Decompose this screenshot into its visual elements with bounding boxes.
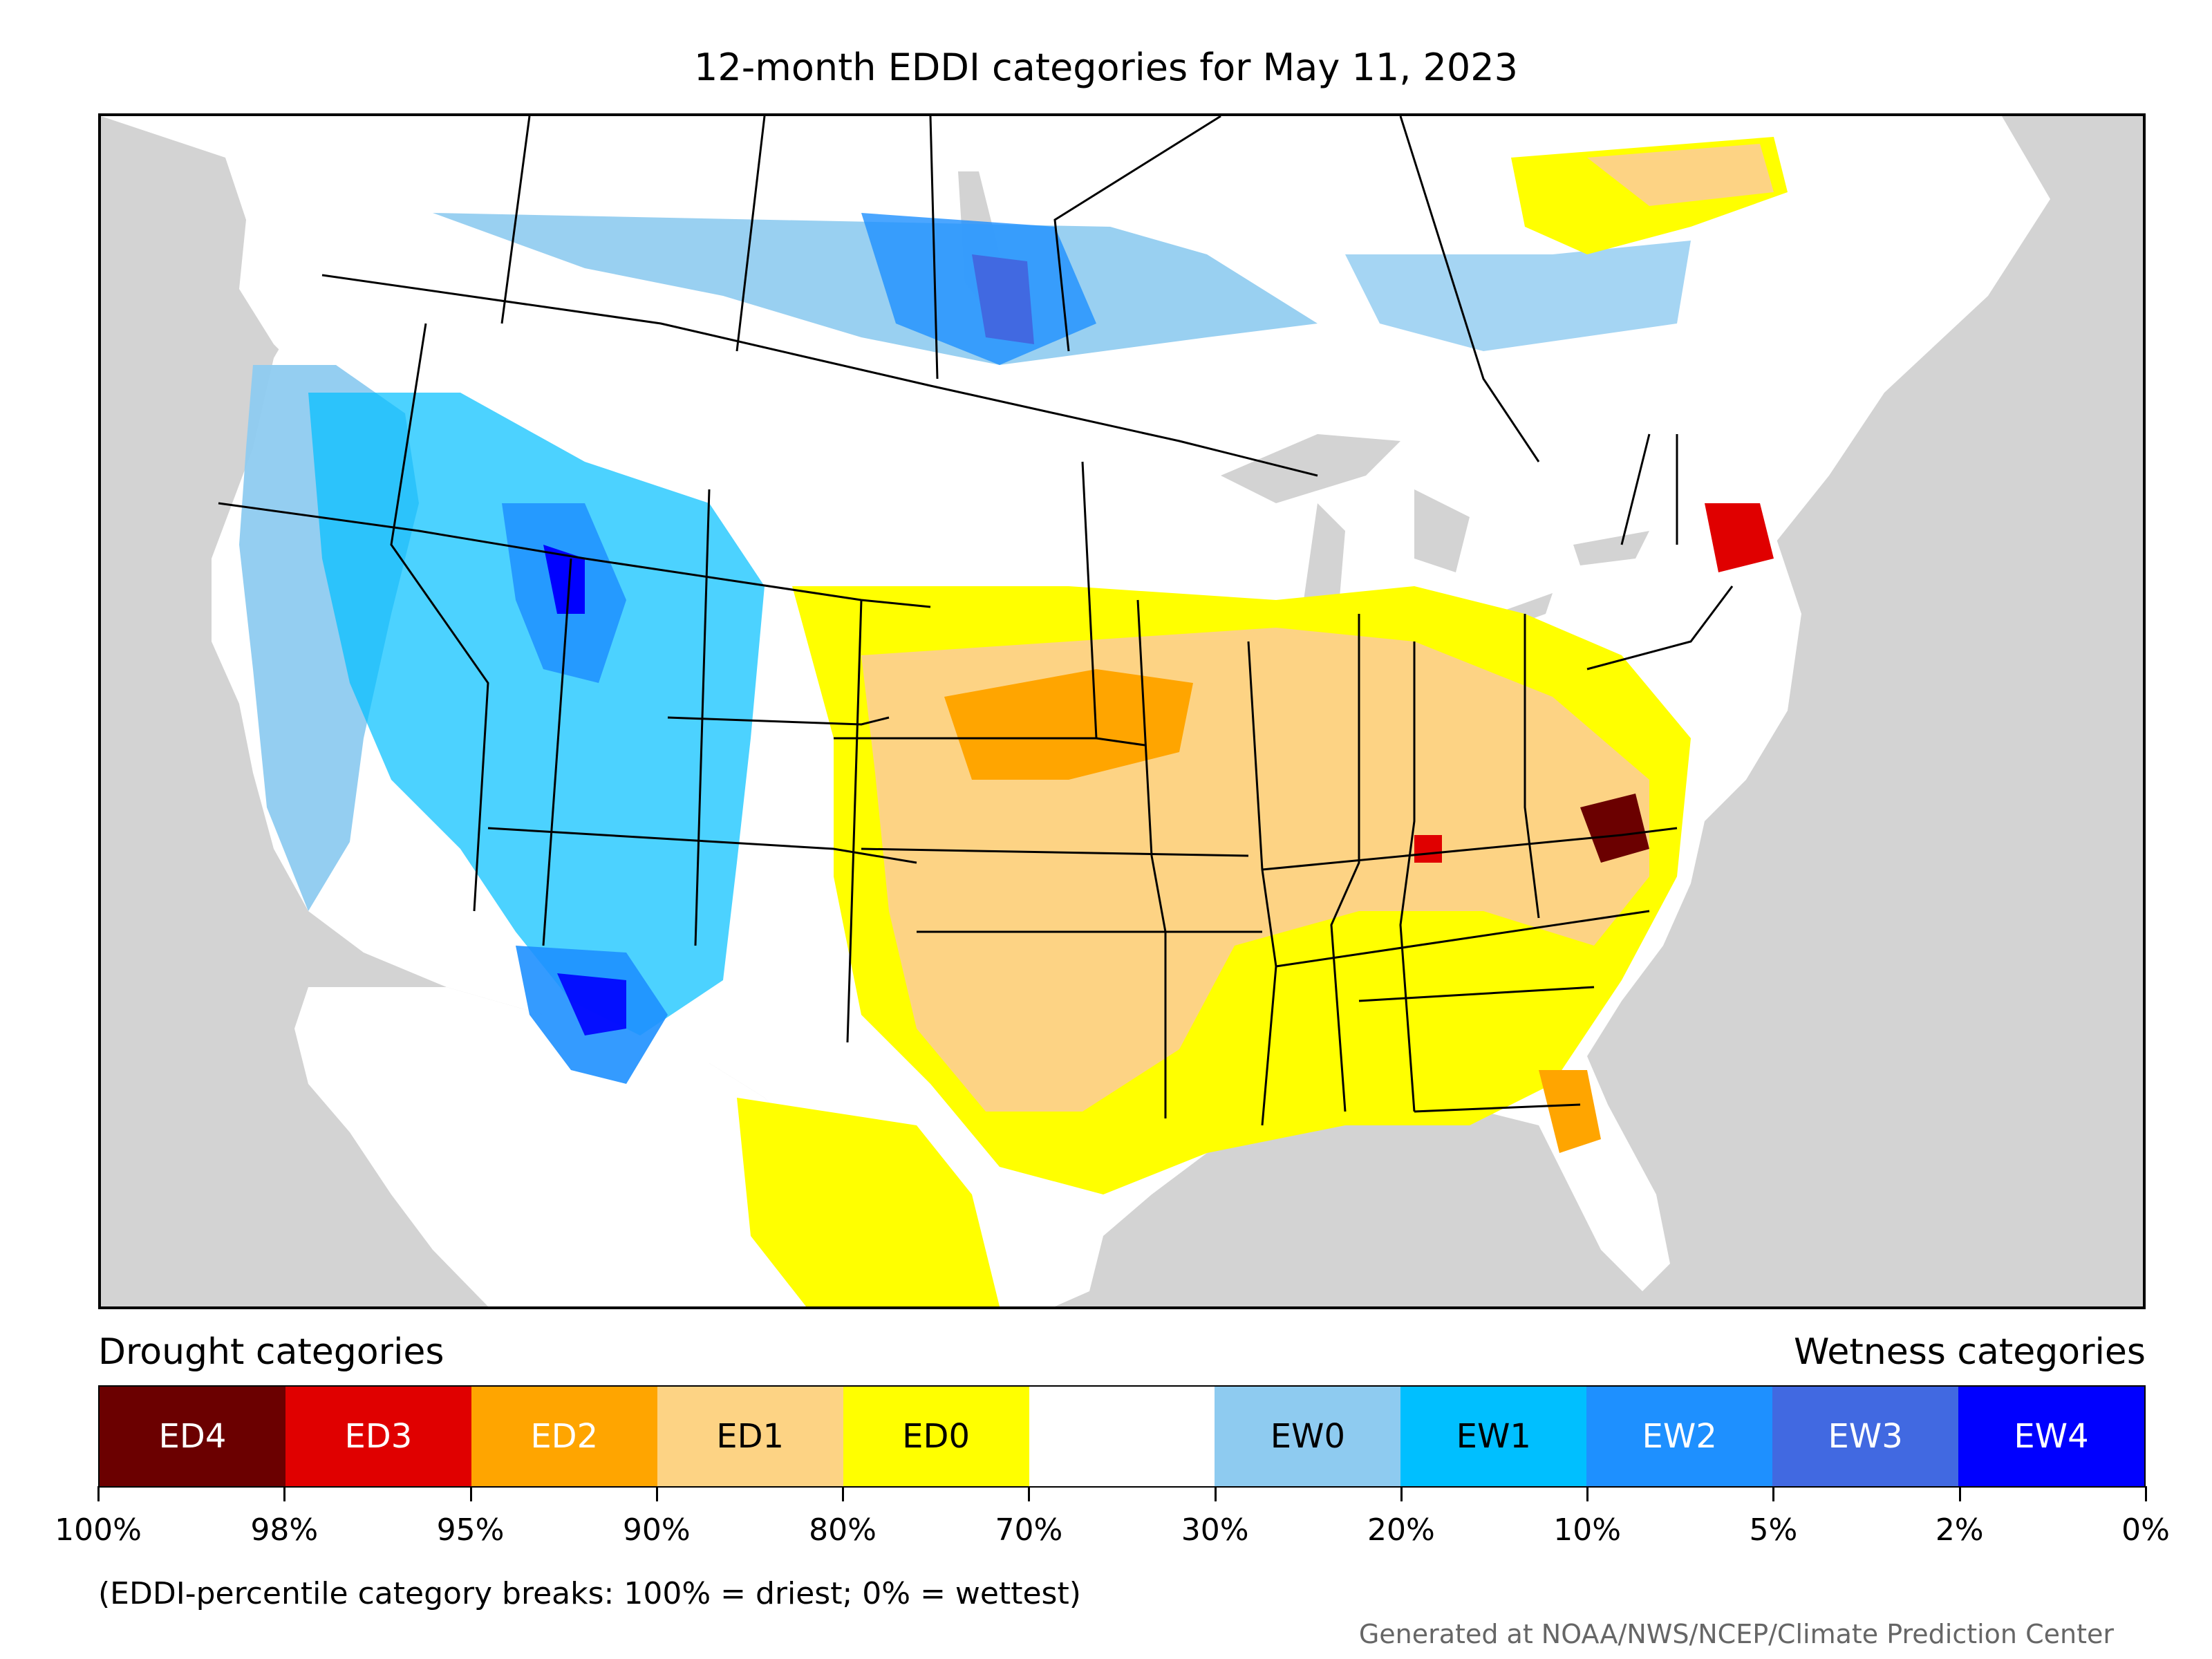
ew1-great-basin	[308, 393, 765, 1035]
legend-swatch-ew0: EW0	[1215, 1387, 1401, 1486]
legend-tick-label: 100%	[55, 1512, 142, 1548]
lake-ontario	[1573, 531, 1649, 565]
legend-tick	[283, 1486, 286, 1501]
legend-tick	[655, 1486, 658, 1501]
ed4-virginia	[1580, 794, 1649, 863]
wetness-categories-label: Wetness categories	[1794, 1331, 2146, 1373]
lake-superior	[1221, 434, 1400, 503]
legend-swatch-ed4: ED4	[100, 1387, 285, 1486]
ed0-mexico	[737, 1098, 1000, 1306]
legend-tick	[469, 1486, 472, 1501]
legend-swatch-ed0: ED0	[843, 1387, 1029, 1486]
legend-tick-label: 95%	[436, 1512, 505, 1548]
ed1-quebec	[1587, 144, 1774, 206]
map-title: 12-month EDDI categories for May 11, 202…	[694, 46, 1518, 89]
legend-tick-labels: 100% 98% 95% 90% 80% 70% 30% 20% 10% 5% 2% 0%	[55, 1512, 2170, 1554]
ew4-oregon	[543, 545, 585, 614]
legend-swatch-ew3: EW3	[1772, 1387, 1959, 1486]
ew0-canada-prairies	[433, 213, 1318, 365]
ed2-florida	[1539, 1070, 1601, 1153]
legend-swatch-ed2: ED2	[471, 1387, 657, 1486]
ew0-ontario	[1345, 241, 1691, 351]
legend-swatch-neutral	[1029, 1387, 1215, 1486]
legend-tick	[842, 1486, 845, 1501]
legend-tick-label: 10%	[1553, 1512, 1622, 1548]
legend-swatch-ed1: ED1	[657, 1387, 843, 1486]
ed3-kentucky	[1414, 835, 1442, 863]
legend-swatch-ew4: EW4	[1958, 1387, 2144, 1486]
map-panel	[98, 113, 2146, 1309]
legend-tick-label: 2%	[1935, 1512, 1984, 1548]
ew4-arizona	[557, 973, 626, 1035]
legend-tick-label: 80%	[809, 1512, 877, 1548]
legend-tick-label: 20%	[1367, 1512, 1435, 1548]
province-borders	[500, 116, 1540, 462]
legend-tick	[1214, 1486, 1217, 1501]
legend-tick	[1400, 1486, 1403, 1501]
eddi-map	[101, 116, 2143, 1306]
legend-tick	[2145, 1486, 2147, 1501]
legend-tick	[1958, 1486, 1961, 1501]
legend-ticks	[97, 1486, 2147, 1503]
ed3-new-england	[1705, 503, 1774, 572]
legend-swatch-ew2: EW2	[1586, 1387, 1773, 1486]
legend-tick-label: 98%	[250, 1512, 319, 1548]
drought-categories-label: Drought categories	[98, 1331, 444, 1373]
legend-tick-label: 70%	[995, 1512, 1063, 1548]
ew3-manitoba	[972, 254, 1034, 344]
state-borders	[218, 274, 1734, 1126]
legend-tick-label: 30%	[1181, 1512, 1249, 1548]
legend-swatch-ed3: ED3	[285, 1387, 471, 1486]
legend-tick	[1586, 1486, 1589, 1501]
legend-tick-label: 90%	[622, 1512, 691, 1548]
legend-tick	[1772, 1486, 1775, 1501]
category-breaks-footnote: (EDDI-percentile category breaks: 100% =…	[98, 1576, 1081, 1611]
legend-colorbar: ED4 ED3 ED2 ED1 ED0 EW0 EW1 EW2 EW3 EW4	[98, 1385, 2146, 1488]
legend-tick-label: 5%	[1749, 1512, 1798, 1548]
legend-tick-label: 0%	[2121, 1512, 2170, 1548]
legend-tick	[1028, 1486, 1031, 1501]
ed2-nebraska	[944, 669, 1193, 780]
lake-huron	[1414, 489, 1470, 572]
legend-tick	[97, 1486, 100, 1501]
legend-swatch-ew1: EW1	[1400, 1387, 1587, 1486]
credit-line: Generated at NOAA/NWS/NCEP/Climate Predi…	[1358, 1619, 2114, 1649]
